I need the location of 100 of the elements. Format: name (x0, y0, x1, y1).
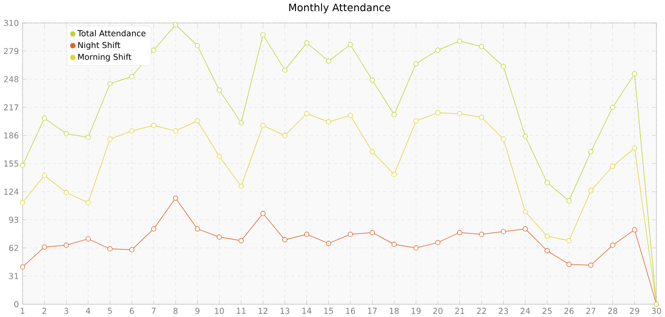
point (370, 230, 375, 235)
point (64, 130, 69, 136)
point (129, 128, 134, 134)
point (238, 238, 244, 244)
point (194, 118, 200, 124)
point (610, 164, 616, 169)
y-tick-label: 31 (9, 272, 18, 279)
point (64, 242, 69, 248)
point (216, 87, 222, 92)
x-tick-label: 5 (108, 308, 112, 314)
x-tick-label: 24 (520, 308, 530, 314)
point (20, 162, 26, 168)
x-tick-label: 20 (433, 308, 442, 314)
point (151, 122, 156, 128)
y-tick-label: 248 (4, 76, 18, 82)
point (435, 110, 440, 116)
x-tick-label: 19 (412, 308, 421, 314)
x-tick-label: 29 (630, 308, 640, 314)
y-tick-label: 310 (4, 20, 18, 26)
point (500, 64, 506, 69)
x-tick-label: 1 (20, 308, 24, 314)
x-tick-label: 10 (214, 308, 224, 314)
x-tick-label: 6 (130, 308, 134, 314)
point (348, 112, 353, 118)
y-tick-label: 186 (4, 132, 18, 138)
point (392, 112, 397, 117)
y-tick-label: 93 (9, 216, 18, 223)
point (522, 134, 528, 139)
point (413, 118, 419, 124)
point (42, 115, 47, 121)
point (129, 74, 134, 79)
point (304, 40, 310, 46)
point (326, 58, 332, 64)
x-tick-label: 12 (258, 308, 268, 314)
y-tick-label: 0 (14, 300, 18, 308)
point (588, 262, 594, 268)
point (588, 149, 594, 154)
point (632, 145, 638, 151)
chart-title: Monthly Attendance (289, 3, 390, 14)
x-tick-label: 28 (608, 308, 618, 314)
y-tick-label: 155 (4, 160, 18, 166)
legend-label: Night Shift (78, 42, 120, 50)
legend-label: Total Attendance (77, 30, 146, 36)
point (566, 262, 572, 267)
x-tick-label: 22 (476, 308, 486, 314)
point (216, 154, 222, 159)
point (610, 104, 616, 110)
point (107, 81, 113, 86)
point (86, 200, 91, 205)
point (260, 32, 266, 38)
point (588, 188, 594, 194)
point (129, 247, 134, 252)
point (282, 67, 288, 72)
point (326, 119, 332, 124)
point (348, 42, 353, 48)
point (435, 240, 440, 245)
point (522, 208, 528, 214)
x-tick-label: 3 (64, 308, 68, 314)
point (413, 61, 419, 66)
point (260, 122, 266, 128)
point (544, 233, 550, 239)
point (151, 47, 156, 53)
point (479, 114, 484, 120)
point (42, 244, 47, 250)
x-tick-label: 2 (42, 308, 46, 314)
point (282, 132, 288, 138)
point (304, 232, 310, 237)
point (479, 44, 484, 49)
point (107, 246, 113, 252)
point (370, 149, 375, 154)
x-tick-label: 4 (86, 308, 90, 314)
y-tick-label: 124 (4, 188, 18, 195)
point (107, 136, 113, 142)
point (282, 237, 288, 242)
x-tick-label: 18 (390, 308, 399, 314)
point (457, 110, 462, 116)
x-tick-label: 9 (195, 308, 200, 314)
x-tick-label: 25 (542, 308, 552, 314)
point (20, 200, 26, 205)
point (457, 38, 462, 44)
x-tick-label: 23 (498, 308, 508, 314)
point (194, 42, 200, 48)
point (173, 22, 178, 28)
point (260, 210, 266, 216)
y-tick-label: 62 (9, 244, 18, 251)
x-tick-label: 8 (174, 308, 178, 314)
point (86, 236, 91, 242)
point (610, 242, 616, 248)
x-tick-label: 26 (564, 308, 574, 314)
point (500, 136, 506, 142)
point (544, 248, 550, 254)
x-tick-label: 30 (652, 308, 662, 314)
point (522, 226, 528, 232)
point (500, 228, 506, 234)
x-tick-label: 11 (236, 308, 246, 314)
point (566, 238, 572, 244)
point (238, 184, 244, 189)
point (86, 134, 91, 140)
point (632, 227, 638, 232)
y-tick-label: 217 (4, 104, 18, 110)
